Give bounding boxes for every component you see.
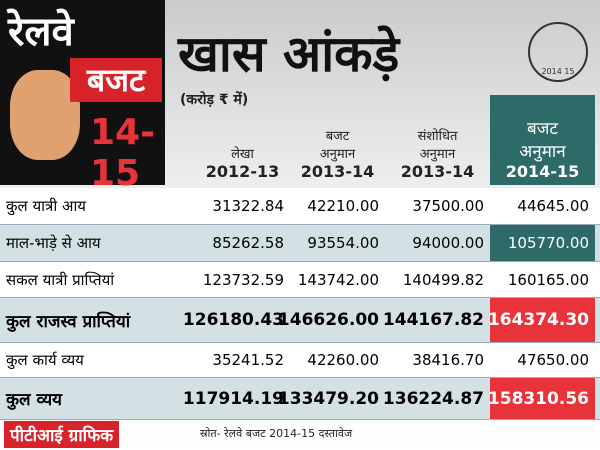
cell: 136224.87	[382, 388, 484, 409]
header-text: अनुमान	[519, 142, 566, 162]
cell: 164374.30	[488, 298, 595, 342]
header-text: बजट	[527, 119, 558, 139]
row-label: कुल व्यय	[6, 390, 63, 410]
row-label: कुल यात्री आय	[6, 197, 87, 215]
cell: 94000.00	[412, 234, 484, 252]
cell: 146626.00	[277, 310, 379, 330]
header-text: 2013-14	[400, 162, 475, 181]
cell: 47650.00	[517, 351, 589, 369]
cell: 140499.82	[402, 270, 484, 289]
credit: पीटीआई ग्राफिक	[4, 421, 120, 448]
cell: 42260.00	[307, 351, 379, 369]
emblem: 2014 15	[528, 22, 588, 82]
cell: 38416.70	[412, 351, 484, 369]
cell: 85262.58	[212, 234, 284, 252]
column-header: बजट अनुमान 2014-15	[490, 95, 595, 185]
header-text: अनुमान	[419, 147, 456, 162]
column-header: संशोधित अनुमान 2013-14	[385, 95, 490, 185]
header-text: बजट	[325, 129, 350, 144]
title: खास आंकड़े	[178, 25, 400, 83]
badge-text: 14-15	[90, 112, 156, 194]
header-text: 2013-14	[300, 162, 375, 181]
row-label: कुल कार्य व्यय	[6, 351, 84, 369]
cell: 42210.00	[307, 197, 379, 215]
cell: 31322.84	[212, 197, 284, 215]
table-row: कुल व्यय 117914.19 133479.20 136224.87 15831…	[0, 378, 600, 420]
cell: 37500.00	[412, 197, 484, 215]
cell: 105770.00	[490, 225, 595, 261]
table-row: कुल राजस्व प्राप्तियां 126180.43 146626.00…	[0, 298, 600, 343]
header-text: संशोधित	[417, 129, 458, 144]
portrait	[10, 70, 80, 160]
header-text: लेखा	[231, 147, 254, 162]
cell: 93554.00	[307, 234, 379, 252]
row-label: कुल राजस्व प्राप्तियां	[6, 311, 131, 332]
cell: 44645.00	[517, 197, 589, 215]
badge-text: रेलवे	[8, 9, 74, 55]
cell: 35241.52	[212, 351, 284, 369]
cell: 143742.00	[297, 270, 379, 289]
row-label: सकल यात्री प्राप्तियां	[6, 270, 115, 289]
badge: रेलवे बजट 14-15	[0, 0, 165, 194]
cell: 158310.56	[488, 378, 595, 419]
table-row: सकल यात्री प्राप्तियां 123732.59 143742.00…	[0, 262, 600, 298]
row-label: माल-भाड़े से आय	[6, 234, 101, 252]
cell: 160165.00	[507, 270, 589, 289]
cell: 123732.59	[202, 270, 284, 289]
cell: 117914.19	[182, 388, 284, 409]
column-header: बजट अनुमान 2013-14	[290, 95, 385, 185]
cell: 144167.82	[382, 310, 484, 330]
cell: 133479.20	[277, 388, 379, 409]
column-header: लेखा 2012-13	[195, 95, 290, 185]
header-text: 2012-13	[205, 162, 280, 181]
table-row: कुल यात्री आय 31322.84 42210.00 37500.00 446…	[0, 188, 600, 225]
header-text: 2014-15	[505, 162, 580, 181]
badge-text: बजट	[70, 58, 162, 102]
header-text: अनुमान	[319, 147, 356, 162]
table-row: माल-भाड़े से आय 85262.58 93554.00 94000.00 1…	[0, 225, 600, 262]
unit: (करोड़ ₹ में)	[180, 92, 249, 108]
table-row: कुल कार्य व्यय 35241.52 42260.00 38416.70 47…	[0, 343, 600, 378]
source: स्रोत- रेलवे बजट 2014-15 दस्तावेज	[200, 427, 353, 440]
cell: 126180.43	[182, 310, 284, 330]
